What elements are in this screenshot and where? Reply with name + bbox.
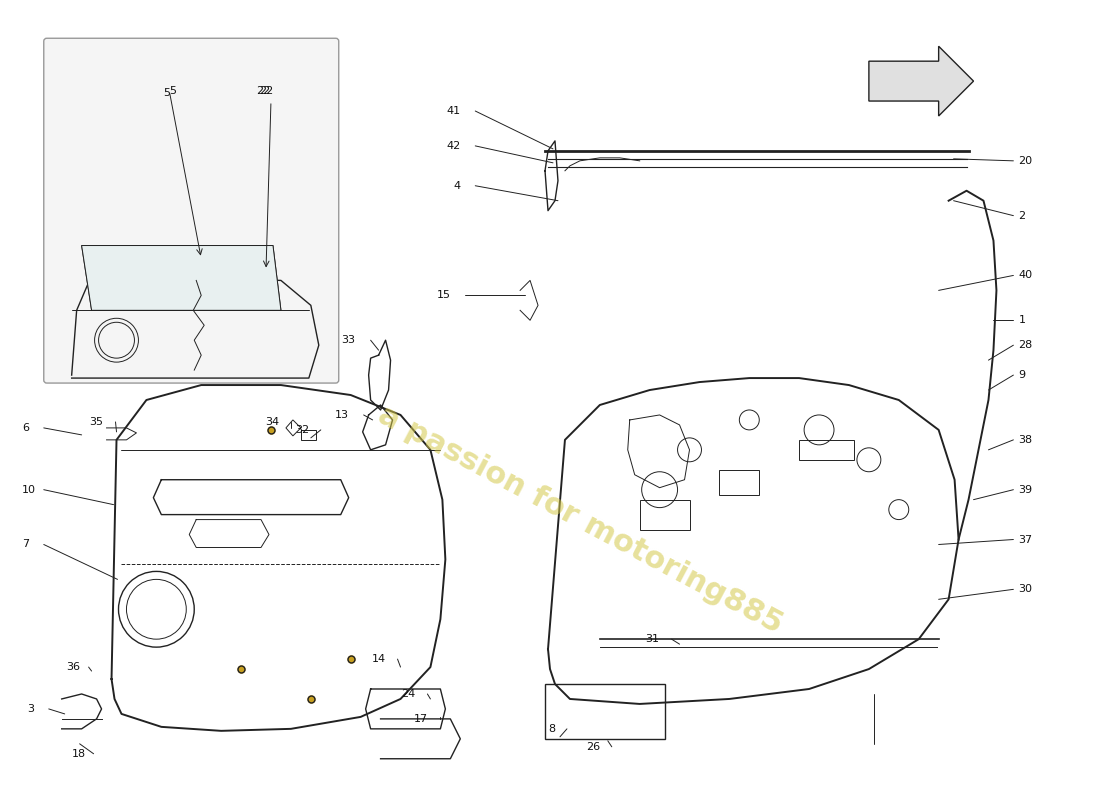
Text: 37: 37 (1019, 534, 1033, 545)
Text: 22: 22 (256, 86, 271, 96)
Text: 24: 24 (402, 689, 416, 699)
Text: 7: 7 (22, 539, 29, 550)
Text: 5: 5 (169, 86, 176, 96)
Text: 34: 34 (265, 417, 279, 427)
Text: 30: 30 (1019, 584, 1033, 594)
Text: 36: 36 (67, 662, 80, 672)
Text: 26: 26 (585, 742, 600, 752)
Text: 38: 38 (1019, 435, 1033, 445)
Bar (544, 684, 664, 739)
Text: 1: 1 (1019, 315, 1025, 326)
Text: 42: 42 (447, 141, 460, 151)
Bar (640, 500, 690, 530)
Text: 8: 8 (548, 724, 556, 734)
Text: 4: 4 (453, 181, 460, 190)
Text: 22: 22 (258, 86, 273, 96)
Text: 39: 39 (1019, 485, 1033, 494)
Text: 31: 31 (646, 634, 660, 644)
Text: a passion for motoring885: a passion for motoring885 (373, 400, 788, 639)
Bar (301, 430, 316, 440)
Text: 20: 20 (1019, 156, 1033, 166)
Text: 28: 28 (1019, 340, 1033, 350)
Text: 41: 41 (447, 106, 460, 116)
Text: 35: 35 (89, 417, 103, 427)
FancyBboxPatch shape (44, 38, 339, 383)
Text: 6: 6 (22, 423, 29, 433)
Text: 2: 2 (1019, 210, 1025, 221)
Text: 32: 32 (295, 425, 309, 435)
Text: 33: 33 (342, 335, 355, 346)
Text: 3: 3 (26, 704, 34, 714)
Text: 17: 17 (415, 714, 428, 724)
Text: 15: 15 (437, 290, 450, 300)
Bar (799, 440, 854, 460)
Text: 13: 13 (334, 410, 349, 420)
Text: 14: 14 (372, 654, 386, 664)
Polygon shape (869, 46, 974, 116)
Text: 9: 9 (1019, 370, 1025, 380)
Text: 5: 5 (163, 88, 170, 98)
Polygon shape (81, 246, 280, 310)
Text: 18: 18 (72, 749, 86, 758)
Text: 40: 40 (1019, 270, 1033, 281)
Text: 10: 10 (22, 485, 36, 494)
Bar (719, 470, 759, 494)
